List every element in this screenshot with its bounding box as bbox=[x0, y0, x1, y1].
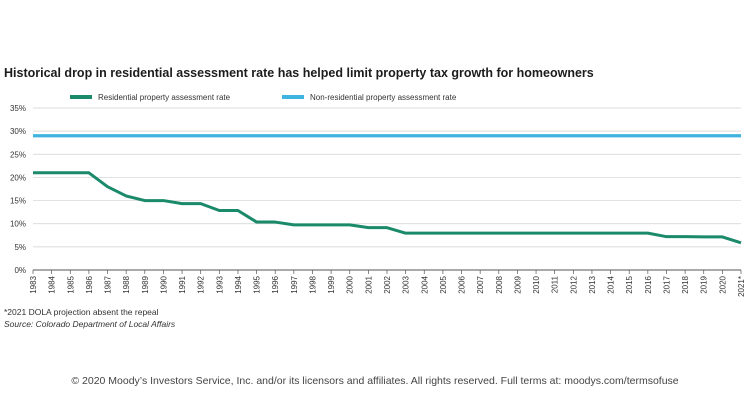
footnotes: *2021 DOLA projection absent the repeal … bbox=[4, 306, 175, 330]
x-tick-label: 2009 bbox=[513, 275, 522, 293]
x-tick-label: 2011 bbox=[551, 275, 560, 293]
y-tick-label: 5% bbox=[14, 243, 26, 252]
legend: Residential property assessment rate Non-… bbox=[70, 93, 457, 102]
series-line-residential bbox=[33, 171, 742, 245]
x-tick-label: 2019 bbox=[700, 275, 709, 293]
gridlines bbox=[33, 107, 741, 271]
x-tick-label: 1992 bbox=[197, 275, 206, 293]
y-tick-label: 25% bbox=[10, 150, 26, 159]
source-note: Source: Colorado Department of Local Aff… bbox=[4, 319, 176, 329]
x-tick-label: 2008 bbox=[495, 275, 504, 293]
x-tick-label: 2010 bbox=[532, 275, 541, 293]
x-tick-label: 1989 bbox=[141, 275, 150, 293]
x-tick-label: 2012 bbox=[569, 275, 578, 293]
x-tick-label: 2006 bbox=[458, 275, 467, 293]
x-tick-label: 1995 bbox=[253, 275, 262, 293]
x-tick-label: 2000 bbox=[346, 275, 355, 293]
x-tick-label: 1988 bbox=[122, 275, 131, 293]
x-tick-label: 2001 bbox=[364, 275, 373, 293]
y-tick-label: 30% bbox=[10, 127, 26, 136]
y-tick-label: 0% bbox=[14, 266, 26, 275]
y-axis-ticks: 0% 5% 10% 15% 20% 25% 30% 35% bbox=[10, 104, 26, 275]
x-tick-label: 2020 bbox=[718, 275, 727, 293]
y-tick-label: 15% bbox=[10, 197, 26, 206]
x-tick-label: 1991 bbox=[178, 275, 187, 293]
x-tick-label: 1997 bbox=[290, 275, 299, 293]
x-tick-label: 1983 bbox=[29, 275, 38, 293]
x-tick-label: 1998 bbox=[308, 275, 317, 293]
x-tick-label: 2007 bbox=[476, 275, 485, 293]
x-tick-label: 1999 bbox=[327, 275, 336, 293]
x-tick-label: 1987 bbox=[104, 275, 113, 293]
x-tick-label: 1994 bbox=[234, 275, 243, 293]
x-tick-label: 2015 bbox=[625, 275, 634, 293]
y-tick-label: 35% bbox=[10, 104, 26, 113]
x-tick-label: 2018 bbox=[681, 275, 690, 293]
series-lines bbox=[33, 134, 742, 245]
x-tick-label: 1996 bbox=[271, 275, 280, 293]
copyright-notice: © 2020 Moody’s Investors Service, Inc. a… bbox=[71, 375, 679, 387]
x-tick-label: 2013 bbox=[588, 275, 597, 293]
x-tick-label: 2016 bbox=[644, 275, 653, 293]
x-tick-label: 2004 bbox=[420, 275, 429, 293]
x-tick-label: 2003 bbox=[402, 275, 411, 293]
footnote-projection: *2021 DOLA projection absent the repeal bbox=[4, 307, 159, 317]
y-tick-label: 10% bbox=[10, 220, 26, 229]
x-tick-label: 1993 bbox=[215, 275, 224, 293]
x-axis-ticks: 1983 1984 1985 1986 1987 1988 1989 1990 1991 1992… bbox=[29, 270, 746, 297]
chart-title: Historical drop in residential assessmen… bbox=[4, 66, 594, 80]
x-tick-label: 2002 bbox=[383, 275, 392, 293]
x-tick-label: 1990 bbox=[159, 275, 168, 293]
x-tick-label: 2014 bbox=[607, 275, 616, 293]
legend-label: Non-residential property assessment rate bbox=[310, 93, 457, 102]
x-tick-label: 2021* bbox=[737, 276, 746, 297]
x-tick-label: 1985 bbox=[66, 275, 75, 293]
x-tick-label: 1986 bbox=[85, 275, 94, 293]
x-tick-label: 2005 bbox=[439, 275, 448, 293]
x-tick-label: 1984 bbox=[48, 275, 57, 293]
legend-label: Residential property assessment rate bbox=[98, 93, 231, 102]
y-tick-label: 20% bbox=[10, 173, 26, 182]
x-tick-label: 2017 bbox=[662, 275, 671, 293]
